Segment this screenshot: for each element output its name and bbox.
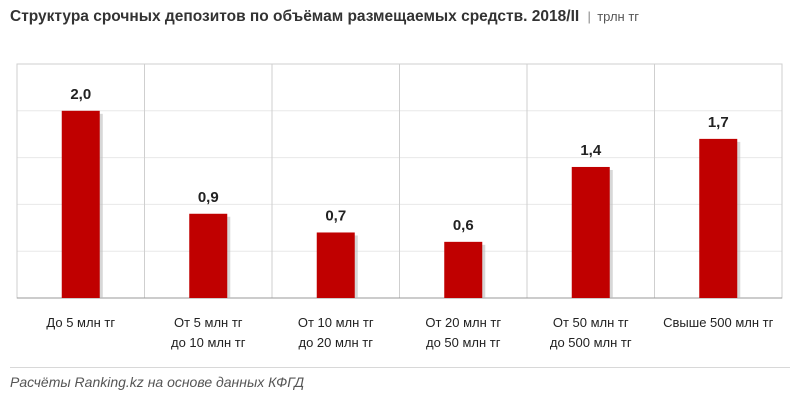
value-label-0: 2,0 (70, 86, 91, 103)
bar-2 (316, 232, 355, 298)
source-divider (10, 367, 790, 368)
bar-4 (571, 166, 610, 298)
source-note: Расчёты Ranking.kz на основе данных КФГД (10, 374, 305, 390)
bar-3 (444, 241, 483, 298)
category-label-2-0: От 10 млн тг (298, 315, 374, 330)
value-label-3: 0,6 (453, 217, 474, 234)
bar-5 (699, 138, 738, 298)
value-label-4: 1,4 (580, 142, 602, 159)
bar-chart: 2,0 До 5 млн тг 0,9 От 5 млн тг до 10 млн тг… (16, 63, 783, 350)
title-separator: | (587, 9, 591, 24)
category-label-3-0: От 20 млн тг (425, 315, 501, 330)
bar-0 (61, 110, 100, 298)
category-label-5-0: Свыше 500 млн тг (663, 315, 773, 330)
value-label-5: 1,7 (708, 114, 729, 131)
bar-1 (189, 213, 228, 298)
chart-title-text: Структура срочных депозитов по объёмам р… (10, 8, 580, 25)
category-label-0-0: До 5 млн тг (46, 315, 115, 330)
value-label-2: 0,7 (325, 207, 346, 224)
category-label-1-1: до 10 млн тг (171, 335, 246, 350)
category-label-2-1: до 20 млн тг (298, 335, 373, 350)
category-label-3-1: до 50 млн тг (426, 335, 501, 350)
chart-title: Структура срочных депозитов по объёмам р… (10, 8, 790, 32)
category-label-4-1: до 500 млн тг (550, 335, 632, 350)
category-label-1-0: От 5 млн тг (174, 315, 243, 330)
value-label-1: 0,9 (198, 189, 219, 206)
unit-label: трлн тг (597, 9, 640, 24)
category-label-4-0: От 50 млн тг (553, 315, 629, 330)
